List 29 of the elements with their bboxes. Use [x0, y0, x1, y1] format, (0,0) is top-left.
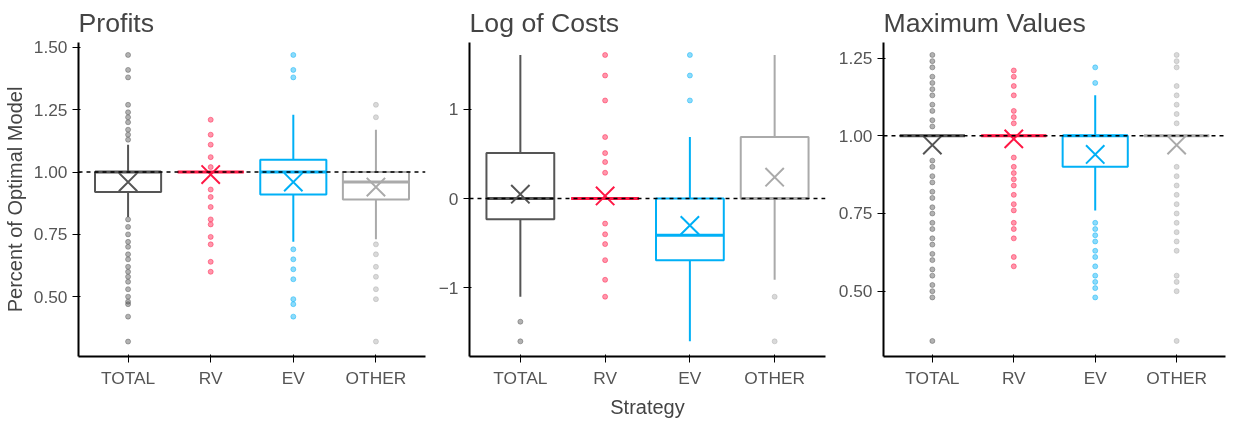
y-tick-label: 0.75: [33, 224, 68, 245]
y-tick-label: 1.25: [33, 99, 68, 120]
x-tick-label: RV: [198, 367, 224, 388]
x-tick-label: TOTAL: [493, 367, 548, 388]
x-tick-label: RV: [1001, 367, 1027, 388]
y-tick-label: −1: [438, 277, 459, 298]
x-tick-label: RV: [593, 367, 618, 388]
chart-title: Profits: [78, 7, 155, 38]
x-tick-label: OTHER: [744, 367, 805, 388]
x-tick-label: EV: [281, 367, 306, 388]
chart-title: Log of Costs: [469, 7, 620, 38]
y-tick-label: 0.50: [838, 281, 873, 302]
y-tick-label: 1.25: [838, 48, 873, 69]
x-tick-label: OTHER: [345, 367, 407, 388]
y-tick-label: 1.50: [33, 37, 68, 58]
x-axis-title: Strategy: [610, 395, 685, 418]
y-tick-label: 1.00: [33, 162, 68, 183]
x-tick-label: EV: [678, 367, 702, 388]
y-tick-label: 0: [448, 188, 459, 209]
y-tick-label: 1: [448, 99, 459, 120]
y-tick-label: 1.00: [838, 125, 873, 146]
chart-title: Maximum Values: [883, 7, 1086, 38]
x-tick-label: TOTAL: [905, 367, 960, 388]
y-tick-label: 0.50: [33, 286, 68, 307]
x-tick-label: OTHER: [1146, 367, 1207, 388]
x-tick-label: TOTAL: [100, 367, 156, 388]
y-tick-label: 0.75: [838, 203, 873, 224]
x-tick-label: EV: [1083, 367, 1108, 388]
y-axis-title: Percent of Optimal Model: [3, 86, 26, 313]
